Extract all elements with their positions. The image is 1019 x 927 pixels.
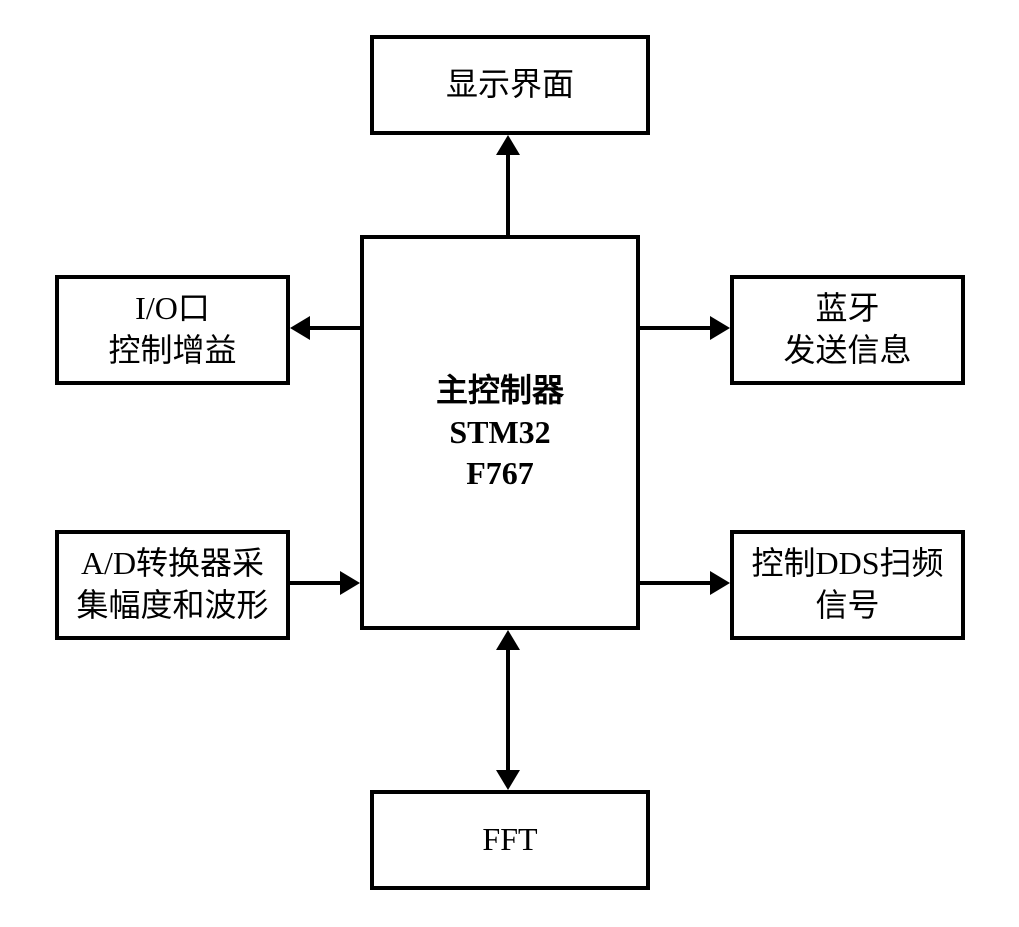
edge-left-lower-center — [290, 581, 340, 585]
node-label: 信号 — [815, 585, 879, 627]
edge-center-right-lower — [640, 581, 710, 585]
node-ad-converter: A/D转换器采 集幅度和波形 — [55, 530, 290, 640]
node-label: STM32 — [449, 412, 550, 454]
node-io-gain-control: I/O口 控制增益 — [55, 275, 290, 385]
node-label: 集幅度和波形 — [76, 585, 268, 627]
edge-center-left-upper — [310, 326, 360, 330]
node-dds-sweep: 控制DDS扫频 信号 — [730, 530, 965, 640]
arrow-right-icon — [340, 571, 360, 595]
edge-center-bottom — [506, 650, 510, 770]
node-main-controller: 主控制器 STM32 F767 — [360, 235, 640, 630]
node-label: F767 — [466, 453, 534, 495]
node-label: 主控制器 — [436, 370, 564, 412]
arrow-left-icon — [290, 316, 310, 340]
node-label: 显示界面 — [446, 64, 574, 106]
arrow-up-icon — [496, 630, 520, 650]
arrow-right-icon — [710, 316, 730, 340]
node-display-interface: 显示界面 — [370, 35, 650, 135]
arrow-down-icon — [496, 770, 520, 790]
node-label: I/O口 — [135, 288, 210, 330]
edge-center-right-upper — [640, 326, 710, 330]
node-fft: FFT — [370, 790, 650, 890]
arrow-right-icon — [710, 571, 730, 595]
edge-center-top — [506, 155, 510, 235]
node-label: A/D转换器采 — [81, 543, 264, 585]
node-label: FFT — [482, 819, 537, 861]
node-label: 发送信息 — [783, 330, 911, 372]
arrow-up-icon — [496, 135, 520, 155]
node-label: 控制增益 — [108, 330, 236, 372]
node-label: 蓝牙 — [815, 288, 879, 330]
node-bluetooth-send: 蓝牙 发送信息 — [730, 275, 965, 385]
node-label: 控制DDS扫频 — [751, 543, 943, 585]
